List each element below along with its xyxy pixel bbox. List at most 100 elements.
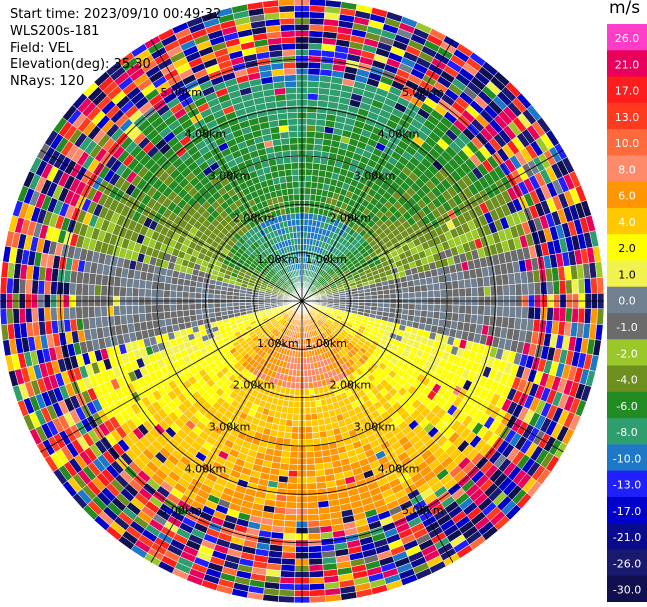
velocity-gate	[427, 304, 435, 312]
velocity-gate	[565, 307, 573, 323]
velocity-gate	[69, 282, 77, 296]
velocity-gate	[291, 419, 300, 428]
velocity-gate	[285, 501, 297, 509]
velocity-gate	[383, 293, 391, 300]
velocity-gate	[395, 287, 403, 294]
velocity-gate	[306, 112, 318, 120]
velocity-gate	[87, 306, 96, 319]
velocity-gate	[577, 307, 586, 324]
velocity-gate	[182, 285, 190, 293]
velocity-gate	[226, 306, 234, 312]
velocity-gate	[293, 401, 300, 409]
velocity-gate	[280, 570, 296, 578]
velocity-gate	[309, 0, 326, 7]
velocity-gate	[311, 419, 319, 427]
velocity-gate	[307, 526, 321, 534]
velocity-gate	[308, 570, 324, 578]
velocity-gate	[43, 307, 52, 322]
velocity-gate	[308, 24, 324, 32]
velocity-gate	[285, 495, 298, 503]
velocity-gate	[306, 488, 318, 497]
velocity-gate	[527, 282, 535, 296]
velocity-gate	[438, 281, 447, 291]
velocity-gate	[439, 304, 447, 313]
velocity-gate	[138, 287, 146, 298]
velocity-gate	[304, 388, 310, 396]
velocity-gate	[282, 532, 297, 541]
velocity-gate	[438, 311, 447, 321]
velocity-gate	[306, 105, 318, 114]
velocity-gate	[508, 306, 517, 319]
velocity-gate	[571, 307, 579, 323]
velocity-gate	[157, 304, 165, 313]
velocity-gate	[584, 308, 592, 324]
velocity-gate	[304, 181, 312, 189]
velocity-gate	[290, 432, 299, 440]
velocity-gate	[113, 305, 121, 317]
velocity-gate	[306, 463, 316, 472]
velocity-gate	[283, 526, 297, 534]
velocity-gate	[157, 311, 166, 321]
velocity-gate	[262, 593, 280, 603]
velocity-gate	[306, 130, 316, 139]
velocity-gate	[313, 450, 323, 459]
velocity-gate	[126, 314, 134, 325]
velocity-gate	[163, 282, 172, 291]
velocity-gate	[515, 283, 523, 296]
velocity-gate	[43, 280, 52, 295]
velocity-gate	[306, 118, 317, 126]
velocity-gate	[144, 280, 153, 290]
velocity-gate	[307, 74, 321, 82]
velocity-gate	[50, 307, 58, 321]
velocity-gate	[312, 156, 322, 165]
velocity-gate	[81, 306, 89, 319]
velocity-gate	[308, 30, 324, 38]
velocity-gate	[232, 302, 240, 307]
velocity-gate	[307, 61, 322, 70]
velocity-gate	[310, 413, 318, 421]
velocity-gate	[590, 308, 598, 325]
velocity-gate	[305, 143, 315, 151]
velocity-gate	[414, 285, 422, 293]
velocity-gate	[426, 283, 434, 292]
velocity-gate	[12, 308, 20, 324]
velocity-gate	[245, 302, 253, 306]
velocity-gate	[594, 323, 604, 341]
velocity-gate	[279, 583, 295, 591]
velocity-gate	[280, 456, 290, 465]
velocity-gate	[470, 277, 478, 288]
velocity-gate	[119, 286, 127, 297]
velocity-gate	[87, 283, 96, 296]
velocity-gate	[176, 284, 184, 292]
velocity-gate	[558, 280, 567, 295]
velocity-gate	[201, 308, 209, 315]
velocity-gate	[358, 295, 366, 300]
velocity-gate	[314, 456, 324, 465]
velocity-gate	[311, 425, 320, 433]
velocity-gate	[25, 279, 33, 295]
velocity-gate	[169, 304, 177, 312]
velocity-gate	[315, 405, 323, 414]
velocity-gate	[287, 476, 298, 484]
velocity-gate	[316, 106, 328, 115]
velocity-gate	[310, 406, 318, 415]
velocity-gate	[552, 307, 561, 322]
velocity-gate	[213, 293, 221, 300]
velocity-gate	[458, 304, 466, 315]
velocity-gate	[307, 80, 320, 88]
velocity-gate	[307, 501, 319, 509]
velocity-gate	[370, 290, 378, 296]
velocity-gate	[324, 593, 342, 603]
velocity-gate	[432, 282, 441, 291]
velocity-gate	[307, 507, 320, 516]
velocity-gate	[163, 311, 172, 320]
velocity-gate	[25, 307, 33, 323]
velocity-gate	[0, 277, 8, 294]
velocity-gate	[420, 290, 429, 299]
velocity-gate	[477, 286, 485, 297]
velocity-gate	[584, 278, 592, 294]
velocity-gate	[304, 419, 313, 428]
velocity-gate	[188, 303, 196, 311]
velocity-gate	[546, 307, 554, 321]
velocity-gate	[18, 278, 27, 295]
